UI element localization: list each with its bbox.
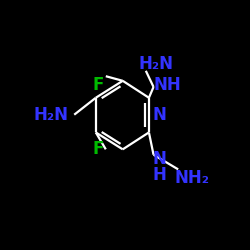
Text: F: F bbox=[92, 76, 104, 94]
Text: H₂N: H₂N bbox=[138, 55, 173, 73]
Text: NH: NH bbox=[154, 76, 181, 94]
Text: NH₂: NH₂ bbox=[174, 169, 209, 187]
Text: F: F bbox=[92, 140, 104, 158]
Text: N: N bbox=[153, 106, 167, 124]
Text: N
H: N H bbox=[153, 150, 167, 184]
Text: H₂N: H₂N bbox=[34, 106, 69, 124]
